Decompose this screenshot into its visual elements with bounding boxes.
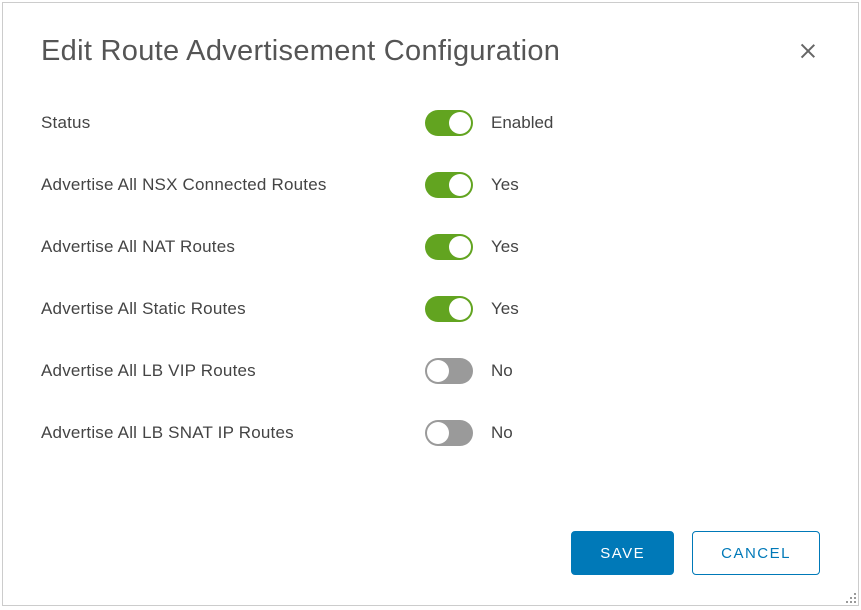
row-lb-vip: Advertise All LB VIP Routes No xyxy=(41,358,820,384)
save-button[interactable]: SAVE xyxy=(571,531,674,575)
label-lb-vip: Advertise All LB VIP Routes xyxy=(41,361,425,381)
label-nat: Advertise All NAT Routes xyxy=(41,237,425,257)
row-static: Advertise All Static Routes Yes xyxy=(41,296,820,322)
label-lb-snat: Advertise All LB SNAT IP Routes xyxy=(41,423,425,443)
resize-grip-icon[interactable] xyxy=(844,591,856,603)
toggle-nat[interactable] xyxy=(425,234,473,260)
toggle-nsx-connected[interactable] xyxy=(425,172,473,198)
toggle-lb-snat[interactable] xyxy=(425,420,473,446)
toggle-value-static: Yes xyxy=(491,299,519,319)
close-icon[interactable] xyxy=(800,43,816,59)
toggle-status[interactable] xyxy=(425,110,473,136)
toggle-knob xyxy=(449,236,471,258)
toggle-knob xyxy=(427,360,449,382)
toggle-wrap-nat: Yes xyxy=(425,234,519,260)
label-static: Advertise All Static Routes xyxy=(41,299,425,319)
toggle-wrap-static: Yes xyxy=(425,296,519,322)
toggle-knob xyxy=(427,422,449,444)
label-nsx-connected: Advertise All NSX Connected Routes xyxy=(41,175,425,195)
label-status: Status xyxy=(41,113,425,133)
row-nsx-connected: Advertise All NSX Connected Routes Yes xyxy=(41,172,820,198)
toggle-value-lb-snat: No xyxy=(491,423,513,443)
toggle-value-status: Enabled xyxy=(491,113,553,133)
cancel-button[interactable]: CANCEL xyxy=(692,531,820,575)
toggle-knob xyxy=(449,174,471,196)
toggle-value-nsx-connected: Yes xyxy=(491,175,519,195)
toggle-value-lb-vip: No xyxy=(491,361,513,381)
dialog-header: Edit Route Advertisement Configuration xyxy=(41,35,820,68)
toggle-wrap-lb-vip: No xyxy=(425,358,513,384)
dialog-title: Edit Route Advertisement Configuration xyxy=(41,35,560,68)
toggle-wrap-status: Enabled xyxy=(425,110,553,136)
toggle-knob xyxy=(449,112,471,134)
form-body: Status Enabled Advertise All NSX Connect… xyxy=(41,110,820,446)
dialog-footer: SAVE CANCEL xyxy=(571,531,820,575)
row-status: Status Enabled xyxy=(41,110,820,136)
toggle-value-nat: Yes xyxy=(491,237,519,257)
row-lb-snat: Advertise All LB SNAT IP Routes No xyxy=(41,420,820,446)
toggle-wrap-nsx-connected: Yes xyxy=(425,172,519,198)
toggle-lb-vip[interactable] xyxy=(425,358,473,384)
edit-route-advertisement-dialog: Edit Route Advertisement Configuration S… xyxy=(2,2,859,606)
toggle-wrap-lb-snat: No xyxy=(425,420,513,446)
row-nat: Advertise All NAT Routes Yes xyxy=(41,234,820,260)
toggle-knob xyxy=(449,298,471,320)
toggle-static[interactable] xyxy=(425,296,473,322)
